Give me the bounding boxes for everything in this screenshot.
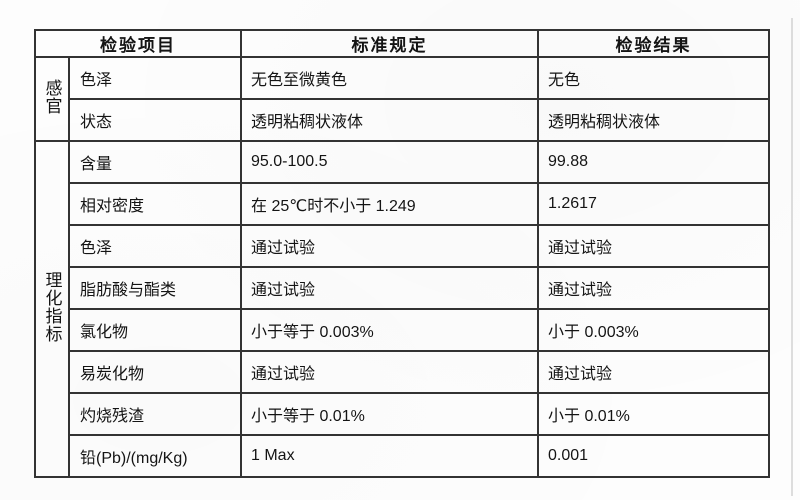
table-row: 相对密度 在 25℃时不小于 1.249 1.2617 xyxy=(35,182,770,226)
cell-result: 0.001 xyxy=(537,434,770,478)
cell-standard: 通过试验 xyxy=(240,350,539,394)
section-label-text: 感官 xyxy=(42,78,62,115)
scan-artifact-line xyxy=(791,18,793,496)
cell-item: 色泽 xyxy=(68,56,242,100)
section-label-sensory: 感官 xyxy=(34,56,70,142)
cell-standard: 通过试验 xyxy=(240,266,539,310)
cell-item: 相对密度 xyxy=(68,182,242,226)
cell-standard: 小于等于 0.003% xyxy=(240,308,539,352)
cell-result: 通过试验 xyxy=(537,224,770,268)
table-row: 感官 色泽 无色至微黄色 无色 xyxy=(34,56,770,142)
header-item: 检验项目 xyxy=(34,29,242,58)
cell-result: 通过试验 xyxy=(537,350,770,394)
section-label-physchem: 理化指标 xyxy=(34,140,70,478)
cell-result: 通过试验 xyxy=(537,266,770,310)
table-row: 色泽 通过试验 通过试验 xyxy=(35,224,770,268)
cell-standard: 在 25℃时不小于 1.249 xyxy=(240,182,539,226)
table-row: 易炭化物 通过试验 通过试验 xyxy=(35,350,770,394)
cell-item: 状态 xyxy=(68,98,242,142)
cell-item: 铅(Pb)/(mg/Kg) xyxy=(68,434,242,478)
header-standard: 标准规定 xyxy=(240,29,539,58)
cell-result: 1.2617 xyxy=(537,182,770,226)
cell-result: 透明粘稠状液体 xyxy=(537,98,770,142)
table-row: 理化指标 含量 95.0-100.5 99.88 xyxy=(34,140,770,478)
cell-item: 色泽 xyxy=(68,224,242,268)
cell-result: 小于 0.01% xyxy=(537,392,770,436)
inspection-table: 检验项目 标准规定 检验结果 感官 色泽 无色至微黄色 无色 状态 透明粘稠状液… xyxy=(34,29,770,478)
cell-result: 无色 xyxy=(537,56,770,100)
table-row: 状态 透明粘稠状液体 透明粘稠状液体 xyxy=(35,98,770,142)
cell-item: 易炭化物 xyxy=(68,350,242,394)
cell-item: 脂肪酸与酯类 xyxy=(68,266,242,310)
section-label-text: 理化指标 xyxy=(42,270,62,343)
table-row: 铅(Pb)/(mg/Kg) 1 Max 0.001 xyxy=(35,434,770,478)
cell-result: 小于 0.003% xyxy=(537,308,770,352)
cell-item: 灼烧残渣 xyxy=(68,392,242,436)
cell-standard: 小于等于 0.01% xyxy=(240,392,539,436)
header-result: 检验结果 xyxy=(537,29,770,58)
cell-standard: 无色至微黄色 xyxy=(240,56,539,100)
header-row: 检验项目 标准规定 检验结果 xyxy=(34,29,770,58)
cell-item: 含量 xyxy=(68,140,242,184)
cell-item: 氯化物 xyxy=(68,308,242,352)
cell-standard: 1 Max xyxy=(240,434,539,478)
cell-standard: 95.0-100.5 xyxy=(240,140,539,184)
cell-standard: 透明粘稠状液体 xyxy=(240,98,539,142)
cell-standard: 通过试验 xyxy=(240,224,539,268)
table-row: 灼烧残渣 小于等于 0.01% 小于 0.01% xyxy=(35,392,770,436)
table-row: 脂肪酸与酯类 通过试验 通过试验 xyxy=(35,266,770,310)
table-row: 氯化物 小于等于 0.003% 小于 0.003% xyxy=(35,308,770,352)
cell-result: 99.88 xyxy=(537,140,770,184)
